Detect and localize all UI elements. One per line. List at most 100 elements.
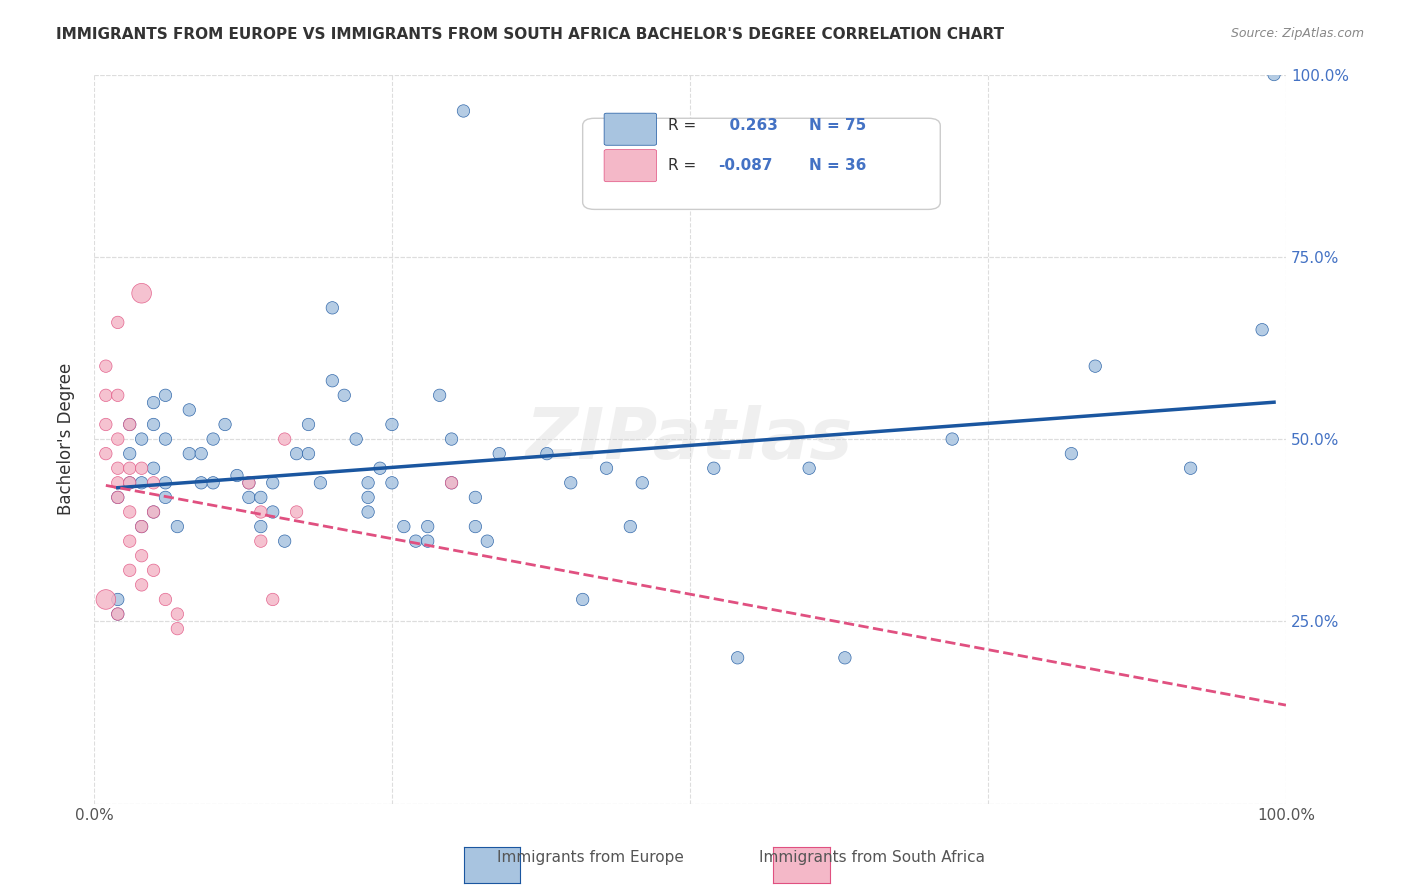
Text: Immigrants from Europe: Immigrants from Europe [498, 850, 683, 865]
Point [131, 432, 153, 446]
Point [464, 491, 486, 505]
Point [309, 475, 332, 490]
Point [155, 491, 177, 505]
Point [1084, 359, 1107, 373]
Point [107, 491, 129, 505]
Y-axis label: Bachelor's Degree: Bachelor's Degree [58, 363, 75, 516]
Point [202, 475, 225, 490]
Point [166, 622, 188, 636]
Point [131, 578, 153, 592]
Point [118, 461, 141, 475]
Point [142, 475, 165, 490]
Point [118, 563, 141, 577]
Point [357, 475, 380, 490]
Point [285, 505, 308, 519]
Point [1251, 323, 1274, 337]
Point [94, 592, 117, 607]
Point [405, 534, 427, 549]
Point [131, 549, 153, 563]
Point [416, 534, 439, 549]
Point [619, 519, 641, 533]
Text: 0.263: 0.263 [718, 118, 778, 133]
Point [107, 475, 129, 490]
Point [344, 432, 367, 446]
Point [214, 417, 236, 432]
Point [226, 468, 249, 483]
Point [131, 475, 153, 490]
Point [94, 447, 117, 461]
Point [727, 650, 749, 665]
Point [142, 505, 165, 519]
Point [571, 592, 593, 607]
Text: R =: R = [668, 158, 697, 173]
Point [488, 447, 510, 461]
Point [155, 432, 177, 446]
Point [118, 417, 141, 432]
Text: N = 36: N = 36 [808, 158, 866, 173]
Point [118, 417, 141, 432]
Point [440, 475, 463, 490]
Point [118, 447, 141, 461]
FancyBboxPatch shape [605, 113, 657, 145]
Point [285, 447, 308, 461]
Point [155, 592, 177, 607]
Text: Immigrants from South Africa: Immigrants from South Africa [759, 850, 984, 865]
Point [118, 475, 141, 490]
Point [107, 461, 129, 475]
Point [595, 461, 617, 475]
Point [107, 607, 129, 621]
Text: IMMIGRANTS FROM EUROPE VS IMMIGRANTS FROM SOUTH AFRICA BACHELOR'S DEGREE CORRELA: IMMIGRANTS FROM EUROPE VS IMMIGRANTS FRO… [56, 27, 1004, 42]
FancyBboxPatch shape [605, 150, 657, 182]
Point [118, 475, 141, 490]
Point [941, 432, 963, 446]
Point [273, 432, 295, 446]
Point [155, 475, 177, 490]
Point [131, 519, 153, 533]
Point [202, 432, 225, 446]
Point [321, 374, 343, 388]
Point [250, 505, 273, 519]
Point [464, 519, 486, 533]
Point [440, 475, 463, 490]
Point [94, 388, 117, 402]
Text: Source: ZipAtlas.com: Source: ZipAtlas.com [1230, 27, 1364, 40]
Point [631, 475, 654, 490]
Point [333, 388, 356, 402]
Point [179, 447, 201, 461]
Point [1263, 68, 1285, 82]
Point [392, 519, 415, 533]
FancyBboxPatch shape [582, 119, 941, 210]
Point [107, 592, 129, 607]
Point [142, 395, 165, 409]
Point [142, 563, 165, 577]
Point [560, 475, 582, 490]
Point [250, 534, 273, 549]
Point [107, 315, 129, 329]
Point [131, 461, 153, 475]
Point [166, 607, 188, 621]
Point [440, 432, 463, 446]
Point [118, 534, 141, 549]
Point [238, 491, 260, 505]
Point [477, 534, 499, 549]
Point [297, 417, 319, 432]
Point [453, 103, 475, 118]
Point [368, 461, 391, 475]
Point [238, 475, 260, 490]
Point [166, 519, 188, 533]
Point [834, 650, 856, 665]
Point [250, 519, 273, 533]
Text: N = 75: N = 75 [808, 118, 866, 133]
Point [797, 461, 820, 475]
Point [190, 475, 212, 490]
Point [190, 447, 212, 461]
Point [297, 447, 319, 461]
Point [142, 417, 165, 432]
Text: ZIPatlas: ZIPatlas [526, 405, 853, 474]
Point [1060, 447, 1083, 461]
Point [142, 505, 165, 519]
Point [536, 447, 558, 461]
Point [238, 475, 260, 490]
Point [107, 491, 129, 505]
Point [357, 505, 380, 519]
